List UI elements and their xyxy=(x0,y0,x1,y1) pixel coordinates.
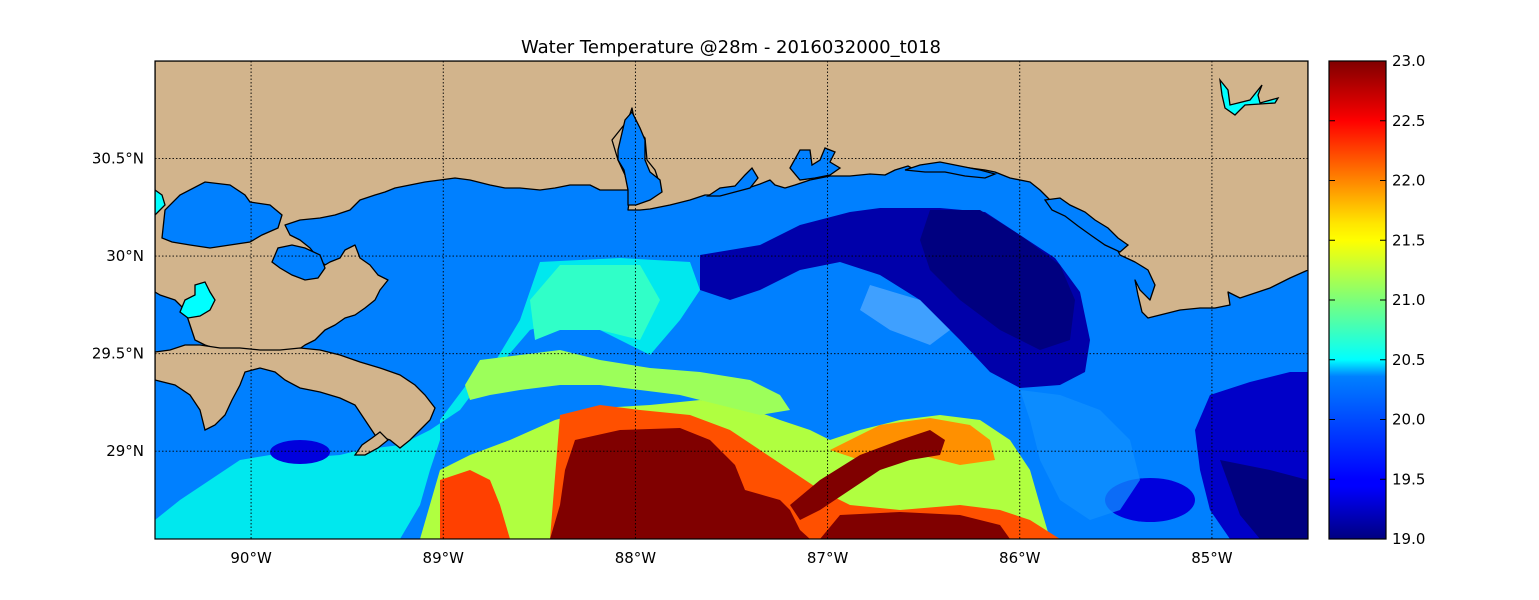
plot-frame xyxy=(154,60,1309,540)
st-andrew-bay xyxy=(1043,197,1130,253)
warm-band-green-north xyxy=(530,265,660,340)
plot-area xyxy=(155,61,1308,539)
hot-core-south xyxy=(820,512,1010,539)
latitude-tick-labels: 30.5°N 30°N 29.5°N 29°N xyxy=(92,150,144,461)
lake-maurepas xyxy=(155,189,166,216)
lat-tick-label: 29.5°N xyxy=(92,345,144,363)
cold-core-north xyxy=(920,210,1075,350)
colorbar-tick-label: 23.0 xyxy=(1392,52,1425,70)
lat-tick-label: 30.5°N xyxy=(92,150,144,168)
lon-tick-label: 86°W xyxy=(999,549,1041,567)
lat-tick-label: 29°N xyxy=(106,442,144,460)
hot-core xyxy=(550,428,810,539)
warm-band-green-mid xyxy=(465,350,790,415)
cold-core-east xyxy=(1220,460,1308,539)
choctawhatchee-bay xyxy=(904,161,998,179)
colorbar-tick-label: 19.5 xyxy=(1392,470,1425,488)
lon-tick-label: 85°W xyxy=(1191,549,1233,567)
eddy-west xyxy=(270,440,330,464)
warm-band-cyan xyxy=(155,258,700,539)
longitude-gridlines xyxy=(250,61,1213,539)
lake-pontchartrain xyxy=(161,181,283,249)
lon-tick-label: 87°W xyxy=(807,549,849,567)
lon-tick-label: 90°W xyxy=(230,549,272,567)
hot-filament xyxy=(790,430,945,520)
inland-lake-east xyxy=(1219,77,1280,116)
land-delta-tip xyxy=(353,431,389,456)
swirl-light-north xyxy=(860,285,950,345)
colorbar-tick-label: 22.5 xyxy=(1392,112,1425,130)
colorbar xyxy=(1328,60,1387,540)
colorbar-tick-label: 20.0 xyxy=(1392,411,1425,429)
map-title: Water Temperature @28m - 2016032000_t018 xyxy=(521,37,941,58)
colorbar-tick-label: 19.0 xyxy=(1392,530,1425,548)
lat-tick-label: 30°N xyxy=(106,247,144,265)
colorbar-tick-label: 20.5 xyxy=(1392,351,1425,369)
land-delta xyxy=(155,344,436,449)
lon-tick-label: 89°W xyxy=(423,549,465,567)
lon-tick-label: 88°W xyxy=(615,549,657,567)
longitude-tick-labels: 90°W 89°W 88°W 87°W 86°W 85°W xyxy=(230,549,1232,567)
perdido-bay xyxy=(705,166,759,197)
temperature-field xyxy=(155,208,1308,539)
lake-borgne xyxy=(271,244,326,281)
colorbar-tick-label: 21.5 xyxy=(1392,231,1425,249)
mobile-bay xyxy=(617,110,663,206)
colorbar-tick-label: 21.0 xyxy=(1392,291,1425,309)
warm-patch-west xyxy=(440,470,510,539)
colorbar-ticks: 19.0 19.5 20.0 20.5 21.0 21.5 22.0 22.5 23.0 xyxy=(1329,52,1425,548)
colorbar-tick-label: 22.0 xyxy=(1392,172,1425,190)
lake-salvador xyxy=(179,281,216,319)
eddy-swirl xyxy=(1020,390,1140,520)
